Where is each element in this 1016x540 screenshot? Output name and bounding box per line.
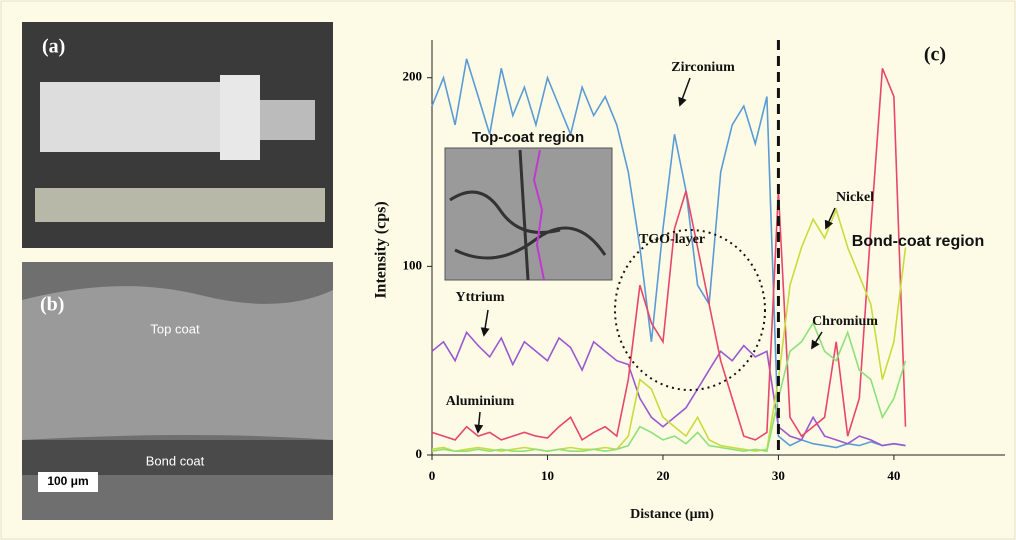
panel-a: (a) bbox=[22, 22, 333, 248]
inset-image bbox=[445, 148, 612, 280]
x-tick-label: 0 bbox=[429, 468, 436, 483]
region-label: TGO-layer bbox=[639, 232, 705, 247]
scale-bar: 100 μm bbox=[47, 474, 88, 488]
y-tick-label: 200 bbox=[403, 69, 423, 84]
x-axis-label: Distance (μm) bbox=[630, 507, 714, 522]
region-label: Top-coat region bbox=[472, 129, 584, 146]
layer-label: Bond coat bbox=[146, 453, 205, 468]
y-tick-label: 0 bbox=[416, 446, 423, 461]
blade-tip bbox=[260, 100, 315, 140]
x-tick-label: 10 bbox=[541, 468, 554, 483]
panel-b: (b) Top coat Bond coat 100 μm bbox=[22, 262, 333, 520]
series-label: Zirconium bbox=[671, 60, 735, 75]
y-tick-label: 100 bbox=[403, 257, 423, 272]
ruler bbox=[35, 188, 325, 222]
series-label: Yttrium bbox=[456, 290, 505, 305]
series-label: Aluminium bbox=[446, 394, 515, 409]
y-axis-label: Intensity (cps) bbox=[373, 201, 390, 298]
panel-label: (b) bbox=[40, 294, 64, 316]
series-label: Chromium bbox=[812, 314, 878, 329]
blade-root bbox=[220, 75, 260, 160]
blade bbox=[40, 82, 220, 152]
top-coat-layer bbox=[22, 286, 333, 440]
layer-label: Top coat bbox=[150, 321, 200, 336]
series-label: Nickel bbox=[836, 190, 874, 205]
panel-label: (a) bbox=[42, 36, 65, 58]
x-tick-label: 40 bbox=[887, 468, 900, 483]
x-tick-label: 20 bbox=[656, 468, 669, 483]
region-label: Bond-coat region bbox=[852, 233, 984, 250]
panel-label: (c) bbox=[924, 44, 946, 66]
x-tick-label: 30 bbox=[772, 468, 785, 483]
figure: (a) (b) Top coat Bond coat 100 μm Intens… bbox=[0, 0, 1016, 540]
